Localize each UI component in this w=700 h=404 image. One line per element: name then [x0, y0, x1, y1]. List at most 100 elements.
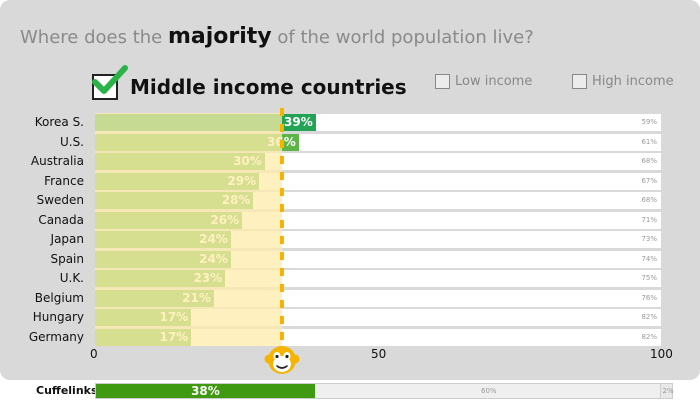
axis-tick-100: 100 — [650, 347, 673, 361]
country-label: Sweden — [36, 193, 84, 207]
low-income-checkbox[interactable] — [435, 74, 450, 89]
country-label: U.S. — [59, 134, 84, 149]
question-title: Where does the majority of the world pop… — [20, 24, 534, 49]
country-rest-value: 82% — [641, 313, 657, 321]
country-value: 30% — [233, 154, 262, 168]
country-row[interactable]: Canada 26% 71% — [0, 211, 700, 231]
axis-tick-50: 50 — [371, 347, 387, 361]
cuffelinks-high-value: 2% — [662, 387, 674, 395]
country-row[interactable]: France 29% 67% — [0, 172, 700, 192]
country-value: 24% — [199, 232, 228, 246]
country-bar-track: 39% 59% — [95, 114, 661, 131]
country-label: Korea S. — [34, 115, 84, 129]
country-bar-fill: 24% — [95, 250, 231, 268]
country-bar-track: 21% 76% — [95, 289, 661, 307]
country-row[interactable]: Germany 17% 82% — [0, 328, 700, 348]
country-label: France — [44, 173, 84, 188]
country-bar-fill: 23% — [95, 270, 226, 287]
country-bar-track: 28% 68% — [95, 192, 661, 209]
country-label: Hungary — [32, 310, 84, 324]
question-prefix: Where does the — [20, 27, 163, 48]
country-value: 26% — [210, 212, 240, 227]
country-value: 17% — [159, 310, 189, 324]
high-income-option[interactable]: High income — [572, 74, 674, 89]
country-rest-value: 71% — [641, 215, 657, 224]
monkey-face-icon — [264, 346, 300, 374]
country-rest-value: 75% — [641, 274, 657, 282]
country-rest-value: 67% — [641, 176, 657, 185]
country-row[interactable]: Japan 24% 73% — [0, 230, 700, 250]
country-rest-value: 59% — [641, 118, 657, 126]
country-bar-track: 36% 61% — [95, 133, 661, 151]
country-bar-fill: 28% — [95, 192, 254, 209]
country-row[interactable]: Hungary 17% 82% — [0, 308, 700, 328]
country-label: Australia — [30, 154, 84, 168]
country-label: Canada — [38, 212, 84, 227]
country-bar-fill: 21% — [95, 289, 214, 307]
axis-tick-0: 0 — [90, 347, 98, 361]
country-rest-value: 76% — [641, 293, 657, 302]
question-emphasis: majority — [167, 24, 272, 49]
country-bar-track: 29% 67% — [95, 172, 661, 190]
country-bar-fill: 17% — [95, 309, 192, 326]
country-bar-track: 17% 82% — [95, 309, 661, 326]
low-income-option[interactable]: Low income — [435, 74, 532, 89]
country-bar-track: 24% 73% — [95, 231, 661, 248]
country-bar-fill: 36% — [95, 133, 299, 151]
country-bar-track: 24% 74% — [95, 250, 661, 268]
high-income-checkbox[interactable] — [572, 74, 587, 89]
country-row[interactable]: Australia 30% 68% — [0, 152, 700, 172]
country-value: 28% — [221, 193, 251, 207]
country-value: 29% — [227, 173, 257, 188]
country-row[interactable]: Spain 24% 74% — [0, 250, 700, 270]
country-bar-fill: 26% — [95, 211, 243, 229]
country-bar-fill: 30% — [95, 153, 265, 170]
country-bar-track: 30% 68% — [95, 153, 661, 170]
cuffelinks-bar: 38% 60% 2% — [95, 383, 674, 399]
cuffelinks-fill: 38% — [96, 384, 315, 398]
country-label: Germany — [28, 329, 84, 344]
country-label: Belgium — [34, 290, 84, 305]
country-rest-value: 82% — [641, 332, 657, 341]
high-income-label: High income — [592, 74, 674, 89]
country-value: 36% — [267, 134, 296, 149]
cuffelinks-value: 38% — [191, 384, 220, 398]
category-checkbox[interactable] — [92, 65, 128, 100]
question-suffix: of the world population live? — [277, 27, 534, 48]
country-label: Japan — [50, 232, 84, 246]
country-label: Spain — [50, 251, 84, 266]
country-bars: Korea S. 39% 59% U.S. 36% 61% Australia 30% 68% F… — [0, 113, 700, 347]
country-row[interactable]: U.K. 23% 75% — [0, 269, 700, 289]
country-bar-track: 23% 75% — [95, 270, 661, 287]
country-row[interactable]: Sweden 28% 68% — [0, 191, 700, 211]
low-income-label: Low income — [455, 74, 533, 89]
cuffelinks-label: Cuffelinks — [36, 384, 98, 397]
country-value: 23% — [193, 271, 223, 285]
country-bar-track: 26% 71% — [95, 211, 661, 229]
country-rest-value: 68% — [641, 157, 657, 165]
country-bar-fill: 24% — [95, 231, 231, 248]
quiz-panel: Where does the majority of the world pop… — [0, 0, 700, 380]
country-rest-value: 74% — [641, 254, 657, 263]
country-value: 21% — [182, 290, 211, 305]
country-rest-value: 68% — [641, 196, 657, 204]
country-rest-value: 73% — [641, 235, 657, 243]
guess-slider-handle[interactable] — [264, 342, 300, 378]
checkmark-icon — [92, 65, 128, 94]
selected-category[interactable]: Middle income countries — [92, 65, 407, 104]
country-row[interactable]: U.S. 36% 61% — [0, 133, 700, 153]
country-value: 39% — [284, 115, 313, 129]
cuffelinks-rest: 60% — [481, 387, 497, 395]
cuffelinks-high: 2% — [660, 384, 674, 398]
country-rest-value: 61% — [641, 137, 657, 146]
country-value: 17% — [159, 329, 189, 344]
country-value: 24% — [199, 251, 228, 266]
country-bar-fill: 29% — [95, 172, 260, 190]
country-bar-fill: 39% — [95, 114, 316, 131]
country-bar-fill: 17% — [95, 328, 192, 346]
country-row[interactable]: Korea S. 39% 59% — [0, 113, 700, 133]
country-row[interactable]: Belgium 21% 76% — [0, 289, 700, 309]
country-bar-track: 17% 82% — [95, 328, 661, 346]
selected-category-label: Middle income countries — [130, 75, 407, 99]
country-label: U.K. — [59, 271, 84, 285]
